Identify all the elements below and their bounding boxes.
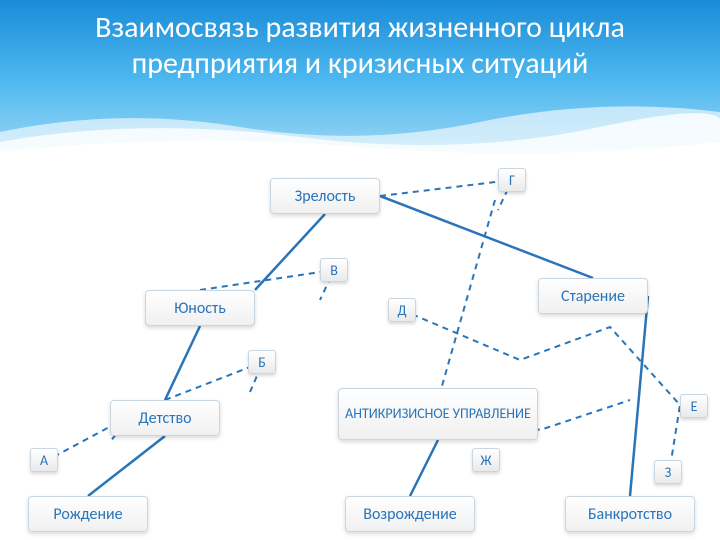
node-vozrozh: Возрождение bbox=[345, 496, 475, 532]
marker-B: Б bbox=[248, 350, 276, 374]
marker-G: Г bbox=[498, 168, 526, 192]
marker-Z: З bbox=[654, 460, 682, 484]
marker-E: Е bbox=[680, 394, 708, 418]
page-title: Взаимосвязь развития жизненного цикла пр… bbox=[40, 10, 680, 82]
marker-Zh: Ж bbox=[472, 448, 500, 472]
marker-A: А bbox=[30, 448, 58, 472]
node-starenie: Старение bbox=[538, 278, 648, 314]
marker-D: Д bbox=[388, 298, 416, 322]
node-zrelost: Зрелость bbox=[270, 178, 380, 214]
node-detstvo: Детство bbox=[110, 400, 220, 436]
node-bankrot: Банкротство bbox=[565, 496, 695, 532]
node-rozhdenie: Рождение bbox=[28, 496, 148, 532]
marker-V: В bbox=[320, 258, 348, 282]
node-yunost: Юность bbox=[145, 290, 255, 326]
node-anti: АНТИКРИЗИСНОЕ УПРАВЛЕНИЕ bbox=[338, 388, 538, 440]
wave-decoration bbox=[0, 102, 720, 162]
header-banner: Взаимосвязь развития жизненного цикла пр… bbox=[0, 0, 720, 160]
